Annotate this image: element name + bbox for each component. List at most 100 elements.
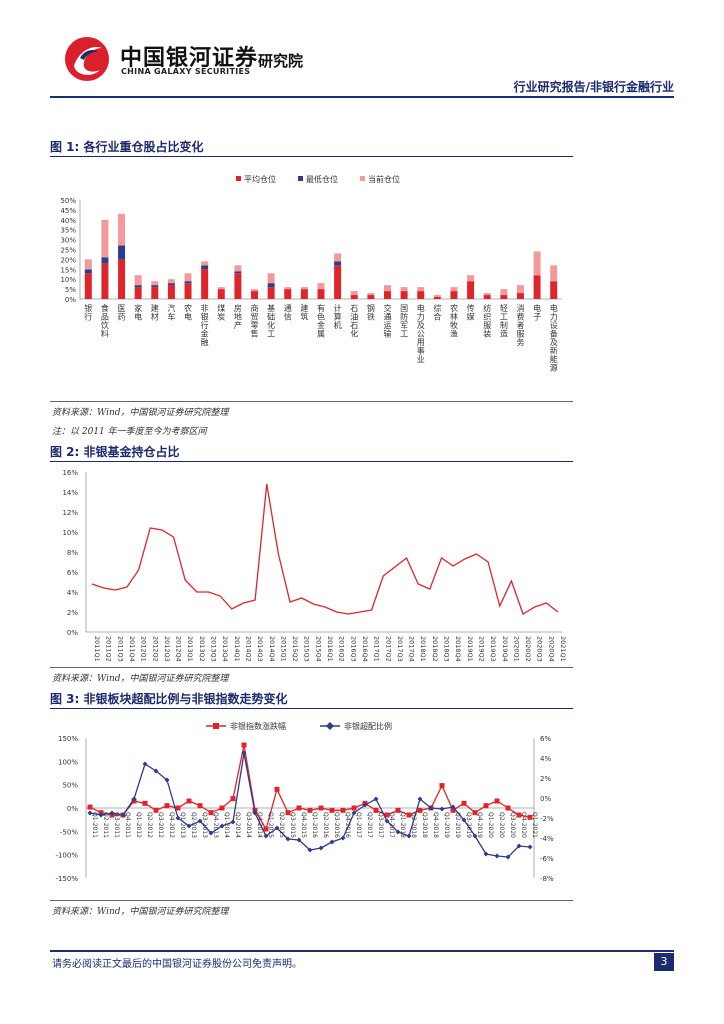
point-overweight	[439, 806, 445, 812]
x-tick-label: 医药	[118, 304, 126, 322]
bar-1	[334, 261, 342, 266]
point-overweight	[164, 777, 170, 783]
bar-0	[450, 291, 458, 299]
x-tick-label: 2017Q3	[396, 636, 404, 662]
point-overweight	[417, 796, 423, 802]
x-tick-label: 电子	[533, 303, 541, 322]
x-tick-label: 家电	[134, 303, 142, 322]
x-tick-label: 2020Q3	[536, 636, 544, 662]
y-tick-label-left: 0%	[67, 805, 78, 813]
x-tick-label: 2011Q2	[105, 636, 113, 662]
y-tick-label-left: -150%	[55, 875, 78, 883]
x-tick-label: 建材	[151, 303, 159, 322]
point-index-change	[241, 742, 247, 748]
x-tick-label: Q2-2011	[102, 812, 109, 838]
x-tick-label: Q1-2019	[443, 812, 450, 838]
x-tick-label: Q3-2018	[421, 812, 428, 838]
galaxy-logo-icon	[65, 37, 109, 81]
x-tick-label: 2015Q2	[291, 636, 299, 662]
footer-disclaimer: 请务必阅读正文最后的中国银河证券股份公司免责声明。	[52, 959, 302, 970]
bar-2	[317, 283, 325, 290]
point-overweight	[307, 847, 313, 853]
figure-1-note: 注：以 2011 年一季度至今为考察区间	[52, 427, 207, 437]
point-index-change	[505, 805, 511, 811]
bar-0	[500, 295, 508, 299]
point-index-change	[186, 798, 192, 804]
series-line-fund-holding	[91, 483, 559, 615]
x-tick-label: Q3-2016	[333, 812, 340, 838]
y-tick-label-left: 150%	[58, 735, 78, 743]
legend-swatch-1	[298, 176, 303, 181]
x-tick-label: Q3-2020	[509, 812, 516, 838]
x-tick-label: Q3-2017	[377, 812, 384, 838]
bar-2	[467, 275, 475, 282]
x-tick-label: 2011Q1	[93, 636, 101, 662]
bar-0	[483, 295, 491, 299]
y-tick-label-right: 4%	[540, 755, 551, 763]
bar-1	[184, 281, 192, 284]
figure-1-chart: 平均仓位 最低仓位 当前仓位 0% 5% 10% 15% 20%25% 30% 35% 40% 45%…	[60, 174, 562, 373]
point-overweight	[351, 810, 357, 816]
point-index-change	[527, 814, 533, 820]
point-index-change	[450, 807, 456, 813]
x-tick-label: 2012Q4	[175, 636, 183, 662]
bar-0	[267, 287, 275, 299]
x-tick-label: 2018Q1	[419, 636, 427, 662]
x-tick-label: Q3-2015	[289, 812, 296, 838]
bar-0	[217, 289, 225, 299]
figure-1-top-rule	[50, 156, 573, 157]
point-overweight	[109, 810, 115, 816]
y-tick-label: 12%	[62, 509, 78, 517]
figure-3-title: 图 3: 非银板块超配比例与非银指数走势变化	[50, 692, 288, 706]
x-tick-label: 2019Q2	[477, 636, 485, 662]
x-tick-label: Q3-2014	[245, 812, 252, 838]
bar-0	[284, 289, 292, 299]
logo-institute: 研究院	[258, 52, 304, 70]
point-index-change	[373, 807, 379, 813]
x-tick-label: 银行	[84, 303, 92, 322]
point-overweight	[384, 818, 390, 824]
point-overweight	[362, 802, 368, 808]
x-tick-label: 2020Q1	[512, 636, 520, 662]
y-tick-label: 4%	[67, 589, 78, 597]
x-tick-label: 2011Q4	[128, 636, 136, 662]
point-overweight	[516, 843, 522, 849]
x-tick-label: 2013Q1	[186, 636, 194, 662]
x-tick-label: 交通运输	[383, 303, 391, 339]
figure-2-source: 资料来源：Wind，中国银河证券研究院整理	[52, 674, 229, 684]
x-tick-label: 2014Q3	[256, 636, 264, 662]
bar-1	[201, 265, 209, 270]
legend-label-2: 当前仓位	[368, 174, 400, 184]
point-overweight	[219, 823, 225, 829]
point-overweight	[329, 839, 335, 845]
figure-3-top-rule	[50, 708, 573, 709]
y-tick-label: 0%	[65, 296, 76, 304]
figure-3-bottom-rule	[50, 900, 573, 901]
x-tick-label: 2015Q4	[314, 636, 322, 662]
bar-0	[184, 283, 192, 299]
point-overweight	[153, 768, 159, 774]
point-overweight	[142, 761, 148, 767]
logo-english-name: CHINA GALAXY SECURITIES	[121, 67, 251, 76]
y-tick-label-right: -6%	[540, 855, 554, 863]
bar-0	[234, 273, 242, 299]
y-tick-label: 5%	[65, 286, 76, 294]
x-tick-label: 2017Q1	[373, 636, 381, 662]
bar-0	[151, 287, 159, 299]
x-tick-label: 2012Q1	[140, 636, 148, 662]
x-tick-label: 汽车	[167, 303, 175, 322]
point-index-change	[395, 807, 401, 813]
bar-1	[118, 245, 126, 260]
point-overweight	[263, 833, 269, 839]
point-index-change	[439, 783, 445, 789]
legend-swatch-0	[236, 176, 241, 181]
bar-2	[367, 293, 375, 296]
x-tick-label: 2015Q3	[303, 636, 311, 662]
x-tick-label: Q1-2015	[267, 812, 274, 838]
bar-2	[350, 291, 358, 296]
x-tick-label: Q4-2014	[256, 812, 263, 838]
x-tick-label: 国防军工	[400, 304, 408, 339]
x-tick-label: Q3-2019	[465, 812, 472, 838]
y-tick-label-right: -2%	[540, 815, 554, 823]
bar-0	[350, 295, 358, 299]
